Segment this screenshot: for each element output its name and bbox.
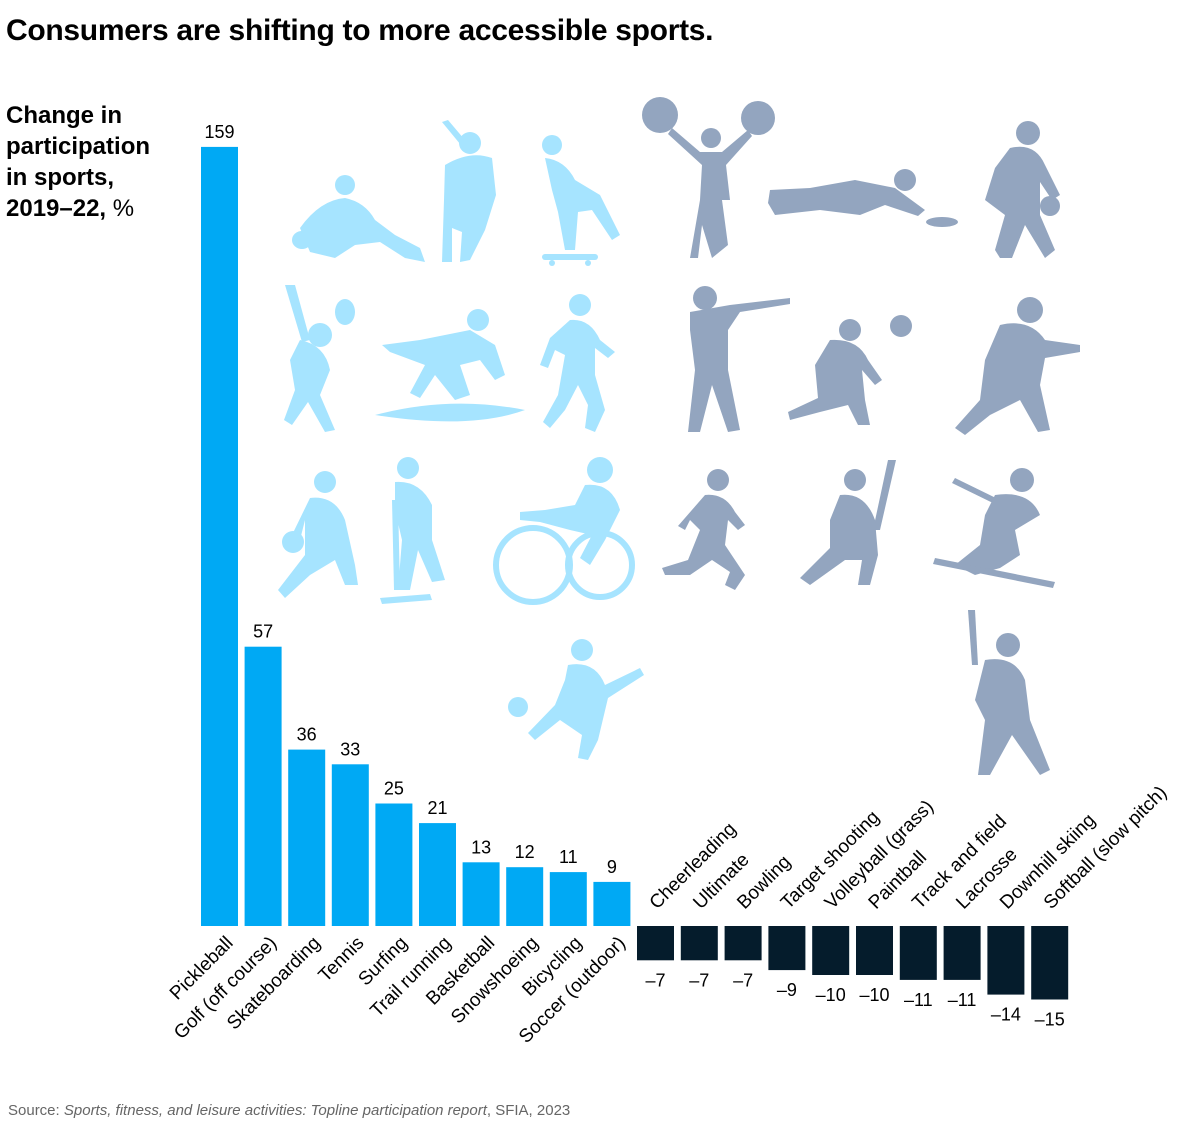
soccer-player-icon	[508, 639, 644, 760]
lacrosse-player-icon	[800, 460, 896, 585]
bar-skateboarding	[288, 749, 326, 926]
value-label-track-and-field: –11	[904, 990, 933, 1010]
chart-title: Consumers are shifting to more accessibl…	[6, 14, 714, 47]
value-label-softball-slow-pitch: –15	[1035, 1010, 1065, 1030]
y-axis-label-text: Change in participation in sports, 2019–…	[6, 102, 151, 222]
y-axis-label: Change in participation in sports, 2019–…	[6, 100, 176, 224]
skateboarder-icon	[542, 135, 620, 266]
source-suffix: , SFIA, 2023	[486, 1102, 571, 1119]
skier-icon	[933, 468, 1055, 588]
value-label-skateboarding: 36	[297, 725, 317, 745]
value-label-bowling: –7	[733, 970, 753, 990]
value-label-snowshoeing: 12	[515, 842, 535, 862]
source-note: Source: Sports, fitness, and leisure act…	[8, 1102, 570, 1119]
value-label-cheerleading: –7	[645, 970, 665, 990]
value-label-soccer-outdoor: 9	[607, 857, 617, 877]
trail-runner-icon	[540, 294, 615, 432]
volleyball-player-icon	[788, 315, 912, 425]
y-axis-unit: %	[112, 195, 135, 222]
surfer-icon	[375, 309, 525, 422]
value-label-golf-off-course: 57	[253, 622, 273, 642]
sport-icons	[278, 97, 1080, 775]
bar-downhill-skiing	[987, 926, 1025, 995]
golfer-icon	[442, 120, 496, 262]
bar-bowling	[724, 926, 762, 961]
value-label-trail-running: 21	[427, 798, 447, 818]
bar-trail-running	[419, 823, 456, 926]
value-label-downhill-skiing: –14	[991, 1005, 1021, 1025]
track-runner-icon	[662, 469, 745, 590]
bar-snowshoeing	[506, 867, 544, 926]
bar-lacrosse	[943, 926, 981, 980]
bar-volleyball-grass	[812, 926, 850, 975]
bar-golf-off-course	[244, 646, 282, 926]
value-label-bicycling: 11	[559, 847, 578, 867]
bar-target-shooting	[768, 926, 806, 971]
value-label-pickleball: 159	[204, 122, 234, 142]
value-label-target-shooting: –9	[777, 980, 797, 1000]
bar-pickleball	[201, 146, 238, 926]
bar-surfing	[375, 803, 413, 926]
bar-ultimate	[680, 926, 718, 961]
basketball-player-icon	[278, 471, 358, 598]
source-title: Sports, fitness, and leisure activities:…	[63, 1102, 487, 1119]
cheerleader-icon	[642, 97, 775, 258]
bar-softball-slow-pitch	[1031, 926, 1069, 1000]
paintball-player-icon	[955, 297, 1080, 435]
catcher-icon	[292, 175, 425, 262]
bowler-icon	[985, 121, 1060, 258]
bars	[201, 146, 1069, 1000]
ultimate-diving-icon	[768, 169, 958, 227]
snowshoer-icon	[380, 457, 445, 604]
bar-basketball	[462, 862, 500, 926]
value-label-basketball: 13	[471, 837, 491, 857]
value-label-ultimate: –7	[689, 970, 709, 990]
cyclist-icon	[493, 457, 635, 605]
value-label-lacrosse: –11	[948, 990, 977, 1010]
value-label-surfing: 25	[384, 779, 404, 799]
source-prefix: Source:	[8, 1102, 64, 1119]
target-shooter-icon	[688, 286, 790, 432]
bar-track-and-field	[899, 926, 937, 980]
bar-bicycling	[549, 872, 587, 926]
bar-soccer-outdoor	[593, 881, 631, 926]
value-label-volleyball-grass: –10	[816, 985, 846, 1005]
value-label-tennis: 33	[340, 739, 360, 759]
bar-cheerleading	[637, 926, 674, 961]
value-label-paintball: –10	[859, 985, 889, 1005]
tennis-player-icon	[284, 285, 355, 432]
softball-batter-icon	[968, 610, 1050, 775]
bar-paintball	[856, 926, 893, 975]
bar-tennis	[331, 764, 369, 926]
value-labels: 159 57 36 33 25 21 13 12 11 9 –7 –7 –7 –9 –10 –10 –11 –11…	[204, 122, 1064, 1030]
